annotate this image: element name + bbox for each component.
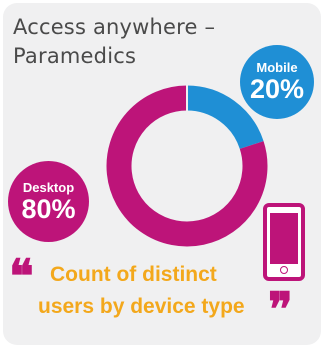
mobile-label: Mobile xyxy=(256,60,298,75)
caption-line-2: users by device type xyxy=(38,295,245,318)
mobile-badge: Mobile 20% xyxy=(240,45,314,119)
desktop-percent: 80% xyxy=(21,193,76,224)
desktop-label: Desktop xyxy=(22,179,75,195)
phone-screen xyxy=(270,213,298,264)
caption-line-1: Count of distinct xyxy=(50,263,217,286)
phone-home-button xyxy=(280,266,288,274)
close-quote-icon: ❞ xyxy=(268,282,293,336)
mobile-percent: 20% xyxy=(249,74,305,104)
desktop-badge: Desktop 80% xyxy=(8,161,89,242)
title-line-1: Access anywhere – xyxy=(13,15,216,39)
open-quote-icon: ❝ xyxy=(9,249,34,303)
chart-title: Access anywhere – Paramedics xyxy=(13,13,215,71)
donut-slice-mobile xyxy=(186,85,264,150)
title-line-2: Paramedics xyxy=(13,44,137,68)
mobile-phone-icon xyxy=(263,203,305,281)
donut-slice-desktop xyxy=(106,85,268,247)
